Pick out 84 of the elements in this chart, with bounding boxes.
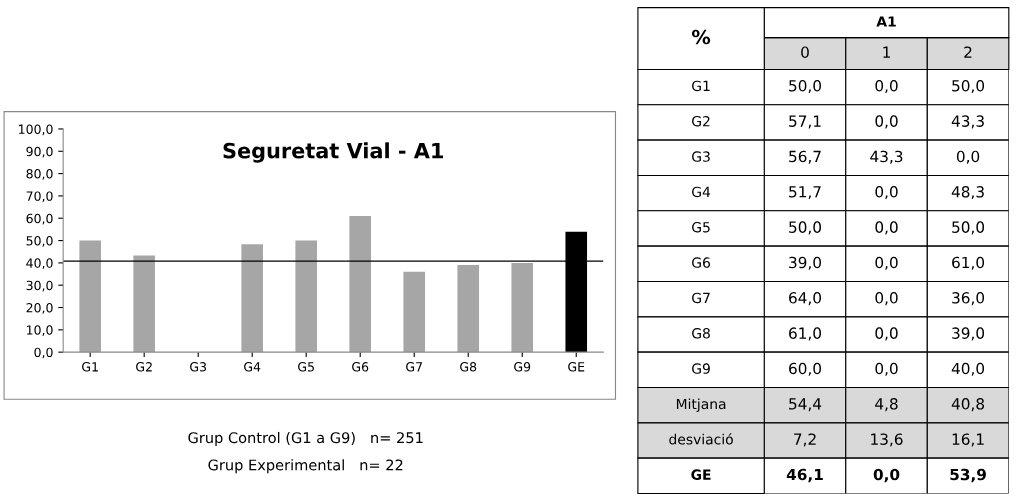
data-label: 50,0 xyxy=(789,79,821,94)
data-label: 56,7 xyxy=(789,150,821,164)
data-label: 0,0 xyxy=(875,256,898,270)
bar xyxy=(295,240,318,353)
data-label: 43,3 xyxy=(951,115,984,129)
y-tick-label: 60,0 xyxy=(26,213,53,225)
data-label: 16,1 xyxy=(952,433,984,447)
data-label: 0,0 xyxy=(875,221,898,235)
bar xyxy=(241,244,263,353)
bar xyxy=(403,271,426,353)
x-tick-label: GE xyxy=(568,362,585,372)
y-axis-title: % xyxy=(691,29,711,45)
bar xyxy=(133,255,155,353)
data-label: 36,0 xyxy=(952,292,985,306)
y-tick-label: G8 xyxy=(692,328,710,339)
y-tick-label: 0,0 xyxy=(34,347,53,359)
x-tick-label: G5 xyxy=(298,362,314,372)
y-tick-label: G1 xyxy=(692,80,710,92)
y-tick-label: G4 xyxy=(692,186,711,198)
data-label: 50,0 xyxy=(789,221,821,235)
data-label: 39,0 xyxy=(952,327,985,341)
data-label: 43,3 xyxy=(870,150,903,164)
data-label: 0,0 xyxy=(875,79,898,94)
data-label: 61,0 xyxy=(952,256,985,270)
data-label: 60,0 xyxy=(789,362,821,376)
bar xyxy=(457,265,480,353)
x-tick-label: G8 xyxy=(460,362,477,372)
data-label: 0,0 xyxy=(875,292,898,306)
y-tick-label: G6 xyxy=(692,257,710,268)
y-tick-label: 50,0 xyxy=(26,236,53,247)
data-label: 0,0 xyxy=(873,468,900,483)
data-label: 61,0 xyxy=(789,327,821,341)
data-label: 39,0 xyxy=(789,256,821,270)
bar xyxy=(79,240,101,353)
y-tick-label: 30,0 xyxy=(26,280,53,292)
x-tick-label: G4 xyxy=(244,362,261,372)
x-tick-label: G7 xyxy=(406,362,422,372)
y-tick-label: G7 xyxy=(692,292,710,304)
data-label: 50,0 xyxy=(952,79,985,94)
chart-title: A1 xyxy=(876,16,896,27)
y-tick-label: G2 xyxy=(692,115,710,127)
y-tick-label: 90,0 xyxy=(26,146,53,158)
y-tick-label: 10,0 xyxy=(27,325,53,337)
data-label: 13,6 xyxy=(871,433,903,447)
data-label: 51,7 xyxy=(789,186,821,200)
data-label: 54,4 xyxy=(789,398,822,412)
data-label: 7,2 xyxy=(794,433,816,447)
data-label: 0,0 xyxy=(875,186,898,200)
text: Seguretat Vial - A1 xyxy=(223,142,443,163)
data-label: 4,8 xyxy=(875,398,898,412)
y-tick-label: 100,0 xyxy=(19,124,53,136)
y-tick-label: 40,0 xyxy=(26,258,53,270)
y-tick-label: 80,0 xyxy=(26,169,53,180)
x-tick-label: G6 xyxy=(352,362,369,372)
data-label: 50,0 xyxy=(952,221,985,235)
x-tick-label: G1 xyxy=(82,362,98,372)
data-label: 57,1 xyxy=(789,115,821,129)
bar xyxy=(511,262,534,353)
x-tick-label: 2 xyxy=(964,46,972,58)
data-label: 40,8 xyxy=(951,398,985,412)
y-tick-label: 70,0 xyxy=(26,191,53,203)
y-tick-label: Mitjana xyxy=(676,398,726,412)
text: Grup Experimental n= 22 xyxy=(208,459,403,474)
x-tick-label: 0 xyxy=(801,46,809,58)
y-tick-label: GE xyxy=(691,469,711,480)
y-tick-label: desviació xyxy=(669,433,733,445)
data-label: 0,0 xyxy=(875,362,898,376)
text: Grup Control (G1 a G9) n= 251 xyxy=(188,431,423,447)
data-label: 0,0 xyxy=(875,115,898,129)
x-tick-label: G9 xyxy=(514,362,531,372)
data-label: 0,0 xyxy=(956,150,980,164)
data-label: 0,0 xyxy=(875,327,898,341)
data-label: 64,0 xyxy=(789,292,821,306)
x-tick-label: 1 xyxy=(883,46,890,58)
y-tick-label: 20,0 xyxy=(26,302,53,314)
data-label: 40,0 xyxy=(951,362,985,376)
bar xyxy=(349,216,372,353)
y-tick-label: G5 xyxy=(692,221,710,233)
y-tick-label: G3 xyxy=(692,151,710,162)
data-label: 46,1 xyxy=(786,468,823,483)
x-tick-label: G2 xyxy=(136,362,152,372)
data-label: 48,3 xyxy=(951,186,984,200)
data-label: 53,9 xyxy=(950,468,986,483)
x-tick-label: G3 xyxy=(190,362,207,372)
